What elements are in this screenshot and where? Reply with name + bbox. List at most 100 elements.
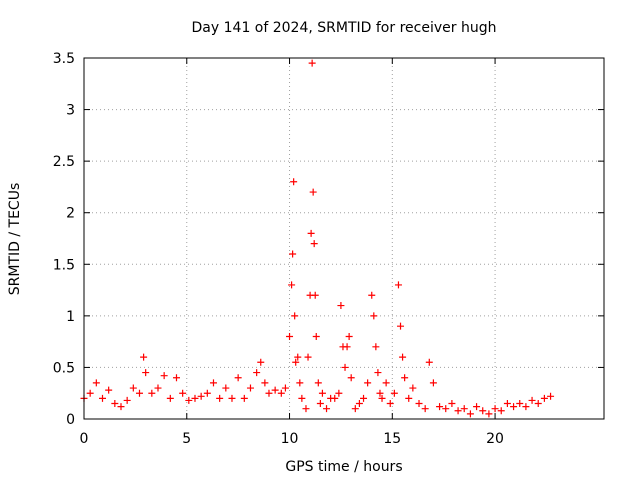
data-point [307,229,315,237]
data-point [98,394,106,402]
data-point [160,372,168,380]
data-point [310,240,318,248]
data-point [425,358,433,366]
x-tick-label: 15 [383,431,401,447]
data-point [397,322,405,330]
data-point [281,384,289,392]
data-point [140,353,148,361]
data-point [460,405,468,413]
data-point [394,281,402,289]
data-point [105,386,113,394]
data-point [172,374,180,382]
y-tick-label: 2.5 [53,154,75,170]
data-point [296,379,304,387]
data-point [421,405,429,413]
grid-lines [84,58,604,419]
data-point [323,405,331,413]
data-point [497,407,505,415]
data-point [473,403,481,411]
data-point [368,291,376,299]
data-point [341,363,349,371]
data-point [304,353,312,361]
data-point [302,405,310,413]
data-point [401,374,409,382]
data-point [291,312,299,320]
data-point [374,369,382,377]
data-point [378,394,386,402]
data-point [228,394,236,402]
y-axis-label: SRMTID / TECUs [7,183,23,296]
data-point [491,405,499,413]
y-tick-label: 3 [66,103,75,119]
data-point [286,332,294,340]
data-point [436,403,444,411]
data-point [399,353,407,361]
data-point [522,403,530,411]
data-point [265,389,273,397]
data-point [117,403,125,411]
axis-ticks [83,57,604,420]
y-tick-label: 1 [66,309,75,325]
data-point [179,389,187,397]
data-point [405,394,413,402]
data-point [331,394,339,402]
data-point [364,379,372,387]
data-point [290,178,298,186]
data-point [390,389,398,397]
data-point [503,400,511,408]
data-point [485,410,493,418]
data-point [355,400,363,408]
data-point [382,379,390,387]
data-point [253,369,261,377]
data-point [234,374,242,382]
data-point [429,379,437,387]
data-point [288,281,296,289]
data-point [308,59,316,67]
plot-frame [83,57,605,420]
data-point [111,400,119,408]
data-point [351,405,359,413]
data-point [92,379,100,387]
y-tick-label: 3.5 [53,51,75,67]
data-point [376,389,384,397]
data-point [345,332,353,340]
data-point [185,396,193,404]
data-point [257,358,265,366]
x-tick-label: 20 [486,431,504,447]
data-point [372,343,380,351]
data-point [528,396,536,404]
data-point [197,392,205,400]
data-point [289,250,297,258]
data-point [216,394,224,402]
data-point [203,389,211,397]
data-point [335,389,343,397]
data-point [409,384,417,392]
data-point [534,400,542,408]
data-point [129,384,137,392]
tick-labels: 0 0.5 1 1.5 2 2.5 3 3.5 0 5 10 15 20 [53,51,504,447]
x-tick-label: 0 [80,431,89,447]
data-point [246,384,254,392]
data-point [415,400,423,408]
data-point [298,394,306,402]
y-tick-label: 0.5 [53,360,75,376]
data-point [209,379,217,387]
x-tick-label: 10 [281,431,299,447]
data-point [166,394,174,402]
data-point [316,400,324,408]
data-point [142,369,150,377]
data-point [277,389,285,397]
data-point [370,312,378,320]
data-point [86,389,94,397]
data-point [292,358,300,366]
data-point [360,394,368,402]
data-points [80,59,555,418]
data-point [479,407,487,415]
y-tick-label: 0 [66,412,75,428]
chart-title: Day 141 of 2024, SRMTID for receiver hug… [192,20,497,36]
data-point [222,384,230,392]
y-tick-label: 2 [66,206,75,222]
data-point [510,403,518,411]
y-tick-label: 1.5 [53,257,75,273]
data-point [347,374,355,382]
